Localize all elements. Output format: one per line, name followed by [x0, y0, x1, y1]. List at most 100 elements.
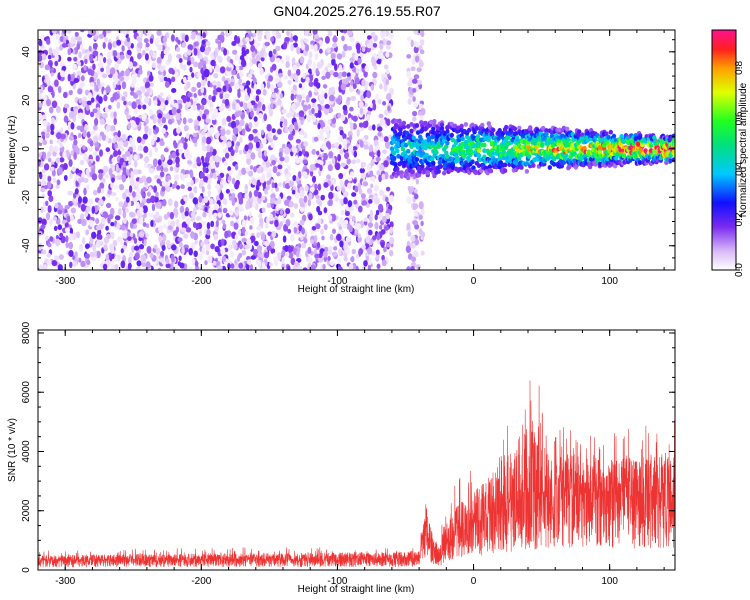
heatmap-cell: [328, 106, 333, 113]
heatmap-cell: [375, 253, 380, 260]
heatmap-cell: [216, 87, 222, 93]
heatmap-cell: [414, 123, 420, 128]
heatmap-cell: [239, 70, 244, 78]
heatmap-cell: [131, 61, 138, 67]
heatmap-cell: [228, 195, 233, 201]
heatmap-cell: [162, 224, 168, 229]
heatmap-cell: [261, 232, 266, 241]
heatmap-cell: [331, 42, 338, 48]
heatmap-cell: [39, 61, 45, 69]
spectrogram-cells: [38, 30, 675, 270]
heatmap-cell: [128, 146, 133, 152]
heatmap-cell: [249, 165, 254, 170]
heatmap-cell: [46, 151, 52, 158]
heatmap-cell: [290, 257, 296, 266]
heatmap-cell: [45, 132, 50, 139]
heatmap-cell: [89, 220, 94, 227]
heatmap-cell: [142, 50, 146, 56]
heatmap-cell: [126, 114, 131, 120]
heatmap-cell: [244, 244, 250, 250]
heatmap-cell: [38, 54, 43, 62]
heatmap-cell: [352, 146, 358, 151]
heatmap-cell: [231, 239, 237, 247]
heatmap-cell: [160, 154, 165, 161]
heatmap-cell: [351, 159, 357, 165]
heatmap-cell: [183, 125, 189, 132]
heatmap-cell: [257, 196, 262, 205]
heatmap-cell: [350, 95, 357, 101]
heatmap-cell: [270, 36, 275, 42]
heatmap-cell: [79, 243, 83, 249]
heatmap-cell: [540, 141, 545, 147]
heatmap-cell: [314, 105, 319, 113]
heatmap-cell: [228, 175, 232, 182]
heatmap-cell: [117, 130, 121, 138]
heatmap-cell: [118, 201, 124, 208]
heatmap-cell: [207, 190, 211, 198]
heatmap-cell: [262, 89, 267, 96]
heatmap-cell: [246, 200, 250, 206]
heatmap-cell: [275, 205, 279, 211]
heatmap-cell: [315, 150, 320, 156]
heatmap-cell: [215, 170, 220, 176]
heatmap-cell: [417, 111, 422, 116]
heatmap-cell: [410, 66, 416, 72]
heatmap-cell: [120, 70, 125, 77]
heatmap-cell: [293, 227, 298, 234]
heatmap-cell: [355, 42, 361, 51]
heatmap-cell: [76, 61, 82, 67]
heatmap-cell: [185, 169, 190, 175]
heatmap-cell: [65, 242, 69, 249]
heatmap-cell: [409, 128, 414, 134]
heatmap-cell: [50, 117, 55, 124]
heatmap-cell: [111, 191, 117, 197]
heatmap-cell: [250, 255, 256, 260]
heatmap-cell: [179, 205, 185, 214]
heatmap-cell: [178, 103, 183, 110]
heatmap-cell: [295, 176, 300, 182]
heatmap-cell: [271, 128, 276, 134]
heatmap-cell: [42, 264, 48, 270]
heatmap-cell: [163, 213, 169, 220]
heatmap-cell: [178, 148, 183, 155]
heatmap-cell: [135, 266, 141, 270]
heatmap-cell: [143, 238, 147, 247]
heatmap-cell: [203, 238, 210, 245]
heatmap-cell: [357, 205, 363, 213]
heatmap-cell: [98, 198, 104, 206]
heatmap-cell: [123, 91, 128, 96]
heatmap-cell: [159, 91, 164, 97]
heatmap-cell: [149, 252, 154, 259]
heatmap-cell: [190, 211, 196, 218]
heatmap-cell: [367, 264, 371, 270]
heatmap-cell: [361, 46, 366, 53]
heatmap-cell: [225, 129, 231, 135]
heatmap-cell: [100, 67, 104, 72]
heatmap-cell: [298, 150, 303, 157]
heatmap-cell: [389, 226, 393, 234]
heatmap-cell: [460, 136, 465, 142]
heatmap-cell: [62, 91, 68, 99]
heatmap-cell: [205, 243, 211, 251]
heatmap-cell: [227, 166, 232, 172]
heatmap-cell: [113, 117, 117, 126]
heatmap-cell: [325, 125, 330, 133]
heatmap-cell: [123, 100, 127, 106]
heatmap-cell: [156, 178, 161, 184]
heatmap-cell: [268, 245, 272, 251]
heatmap-cell: [158, 235, 163, 243]
heatmap-cell: [245, 166, 250, 172]
heatmap-cell: [208, 94, 212, 101]
heatmap-cell: [193, 93, 197, 98]
heatmap-cell: [129, 178, 135, 187]
heatmap-cell: [191, 258, 196, 266]
heatmap-cell: [410, 235, 416, 242]
heatmap-cell: [348, 130, 353, 137]
heatmap-cell: [381, 119, 386, 127]
heatmap-cell: [264, 188, 268, 195]
heatmap-cell: [199, 45, 206, 53]
heatmap-cell: [388, 249, 394, 257]
heatmap-cell: [170, 34, 175, 42]
heatmap-cell: [245, 80, 251, 86]
heatmap-cell: [144, 46, 150, 52]
